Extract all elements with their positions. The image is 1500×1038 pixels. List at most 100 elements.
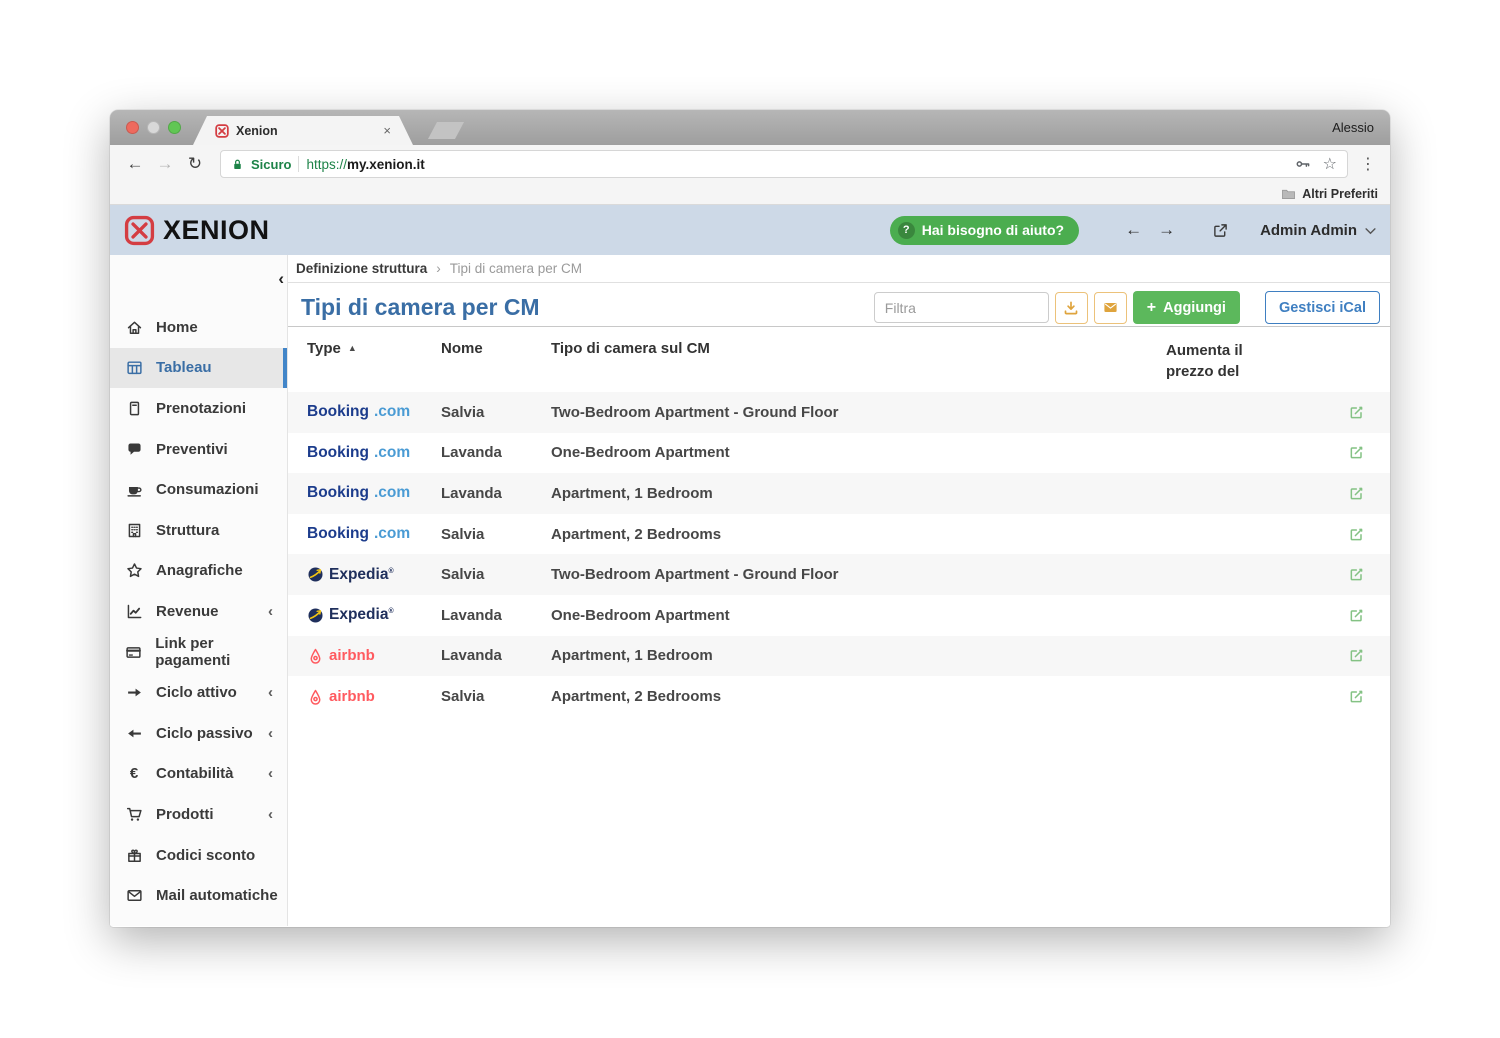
- favicon-xenion-icon: [215, 124, 229, 138]
- nav-forward-icon[interactable]: →: [1158, 220, 1176, 239]
- edit-row-button[interactable]: [1349, 405, 1364, 420]
- folder-icon: [1281, 187, 1296, 200]
- close-window-button[interactable]: [126, 121, 139, 134]
- nav-back-icon[interactable]: ←: [1125, 220, 1143, 239]
- page-title-row: Tipi di camera per CM + Aggiungi: [288, 283, 1390, 327]
- sidebar-item-ciclo-passivo[interactable]: Ciclo passivo ‹: [110, 713, 287, 754]
- new-tab-button[interactable]: [428, 122, 464, 139]
- edit-row-button[interactable]: [1349, 689, 1364, 704]
- page-title: Tipi di camera per CM: [301, 294, 540, 320]
- external-link-icon[interactable]: [1213, 223, 1228, 238]
- star-icon: [125, 562, 143, 580]
- reload-icon[interactable]: ↻: [187, 154, 203, 173]
- address-bar[interactable]: Sicuro https://my.xenion.it ☆: [220, 150, 1348, 178]
- key-icon[interactable]: [1295, 156, 1311, 172]
- table-row[interactable]: Booking .com Lavanda Apartment, 1 Bedroom: [288, 473, 1390, 514]
- airbnb-logo: airbnb: [307, 647, 441, 664]
- table-row[interactable]: airbnb Salvia Apartment, 2 Bedrooms: [288, 676, 1390, 717]
- browser-tab[interactable]: Xenion ×: [193, 116, 413, 145]
- back-icon[interactable]: ←: [126, 154, 144, 173]
- table-row[interactable]: Booking .com Salvia Apartment, 2 Bedrooms: [288, 514, 1390, 555]
- traffic-lights: [126, 121, 181, 134]
- user-menu[interactable]: Admin Admin: [1260, 222, 1376, 239]
- main-content: Definizione struttura › Tipi di camera p…: [288, 255, 1390, 927]
- edit-row-button[interactable]: [1349, 648, 1364, 663]
- sidebar-item-anagrafiche[interactable]: Anagrafiche: [110, 551, 287, 592]
- download-button[interactable]: [1054, 291, 1088, 324]
- sort-asc-icon: ▲: [347, 343, 357, 353]
- row-name: Salvia: [441, 525, 485, 543]
- sidebar-item-codici-sconto[interactable]: Codici sconto: [110, 835, 287, 876]
- browser-titlebar: Xenion × Alessio: [110, 110, 1390, 145]
- xenion-logo[interactable]: XENION: [124, 215, 270, 246]
- sidebar-item-mail-automatiche[interactable]: Mail automatiche: [110, 875, 287, 916]
- expedia-logo: Expedia®: [307, 566, 441, 584]
- edit-row-button[interactable]: [1349, 486, 1364, 501]
- column-price-increase[interactable]: Aumenta il prezzo del: [1166, 342, 1243, 380]
- table-row[interactable]: Booking .com Lavanda One-Bedroom Apartmen…: [288, 433, 1390, 474]
- booking-logo: Booking .com: [307, 484, 411, 502]
- sidebar-item-preventivi[interactable]: Preventivi: [110, 429, 287, 470]
- row-room-type: One-Bedroom Apartment: [551, 444, 730, 462]
- table-row[interactable]: airbnb Lavanda Apartment, 1 Bedroom: [288, 635, 1390, 677]
- breadcrumb-section[interactable]: Definizione struttura: [296, 261, 428, 276]
- bookmark-star-icon[interactable]: ☆: [1322, 156, 1337, 173]
- sidebar-item-label: Mail automatiche: [156, 887, 278, 905]
- filter-input[interactable]: [873, 292, 1049, 323]
- chevron-down-icon: [1365, 227, 1376, 234]
- manage-ical-button[interactable]: Gestisci iCal: [1264, 291, 1380, 324]
- sidebar-item-prenotazioni[interactable]: Prenotazioni: [110, 388, 287, 429]
- column-room-type[interactable]: Tipo di camera sul CM: [551, 340, 710, 357]
- sidebar-item-revenue[interactable]: Revenue ‹: [110, 591, 287, 632]
- chat-icon: [125, 440, 143, 458]
- bookmarks-folder-label[interactable]: Altri Preferiti: [1302, 186, 1378, 201]
- sidebar-collapse-icon[interactable]: ‹: [278, 269, 284, 288]
- tab-close-icon[interactable]: ×: [383, 123, 391, 138]
- bookmarks-bar: Altri Preferiti: [110, 183, 1390, 205]
- app-header: XENION ? Hai bisogno di aiuto? ← → Admin…: [110, 205, 1390, 255]
- home-icon: [125, 318, 143, 336]
- edit-row-button[interactable]: [1349, 527, 1364, 542]
- euro-icon: €: [129, 765, 139, 783]
- sidebar-item-link-pagamenti[interactable]: Link per pagamenti: [110, 632, 287, 673]
- sidebar-item-prodotti[interactable]: Prodotti ‹: [110, 794, 287, 835]
- sidebar-item-label: Prodotti: [156, 805, 214, 823]
- add-button[interactable]: + Aggiungi: [1132, 291, 1240, 324]
- sidebar-item-tableau[interactable]: Tableau: [110, 347, 287, 389]
- table-header: Type ▲ Nome Tipo di camera sul CM Aumenta…: [288, 327, 1390, 392]
- table-row[interactable]: Booking .com Salvia Two-Bedroom Apartment…: [288, 392, 1390, 433]
- airbnb-logo: airbnb: [307, 688, 441, 705]
- add-button-label: Aggiungi: [1163, 299, 1226, 316]
- column-type[interactable]: Type ▲: [307, 340, 357, 357]
- edit-row-button[interactable]: [1349, 445, 1364, 460]
- column-nome[interactable]: Nome: [441, 340, 483, 357]
- row-name: Salvia: [441, 403, 485, 421]
- sidebar-item-ciclo-attivo[interactable]: Ciclo attivo ‹: [110, 672, 287, 713]
- zoom-window-button[interactable]: [168, 121, 181, 134]
- sidebar-item-contabilita[interactable]: € Contabilità ‹: [110, 754, 287, 795]
- help-button[interactable]: ? Hai bisogno di aiuto?: [889, 215, 1080, 245]
- sidebar-item-consumazioni[interactable]: Consumazioni: [110, 469, 287, 510]
- forward-icon[interactable]: →: [156, 154, 174, 173]
- table-row[interactable]: Expedia® Salvia Two-Bedroom Apartment - …: [288, 554, 1390, 595]
- table-row[interactable]: Expedia® Lavanda One-Bedroom Apartment: [288, 595, 1390, 636]
- edit-row-button[interactable]: [1349, 608, 1364, 623]
- sidebar-item-home[interactable]: Home: [110, 307, 287, 348]
- sidebar-item-label: Consumazioni: [156, 481, 259, 499]
- mail-button[interactable]: [1093, 291, 1127, 324]
- edit-row-button[interactable]: [1349, 567, 1364, 582]
- browser-menu-icon[interactable]: ⋮: [1360, 156, 1376, 173]
- breadcrumb: Definizione struttura › Tipi di camera p…: [288, 255, 1390, 283]
- tab-title: Xenion: [236, 123, 278, 138]
- minimize-window-button[interactable]: [147, 121, 160, 134]
- url-scheme: https://: [306, 156, 347, 172]
- url-host: my.xenion.it: [347, 156, 425, 172]
- user-menu-label: Admin Admin: [1260, 221, 1357, 239]
- lock-icon: [231, 158, 244, 171]
- breadcrumb-current: Tipi di camera per CM: [449, 261, 583, 276]
- sidebar-item-struttura[interactable]: Struttura: [110, 510, 287, 551]
- brand-name: XENION: [163, 214, 270, 245]
- booking-logo: Booking .com: [307, 525, 411, 543]
- xenion-logo-icon: [124, 215, 155, 245]
- building-icon: [125, 521, 143, 539]
